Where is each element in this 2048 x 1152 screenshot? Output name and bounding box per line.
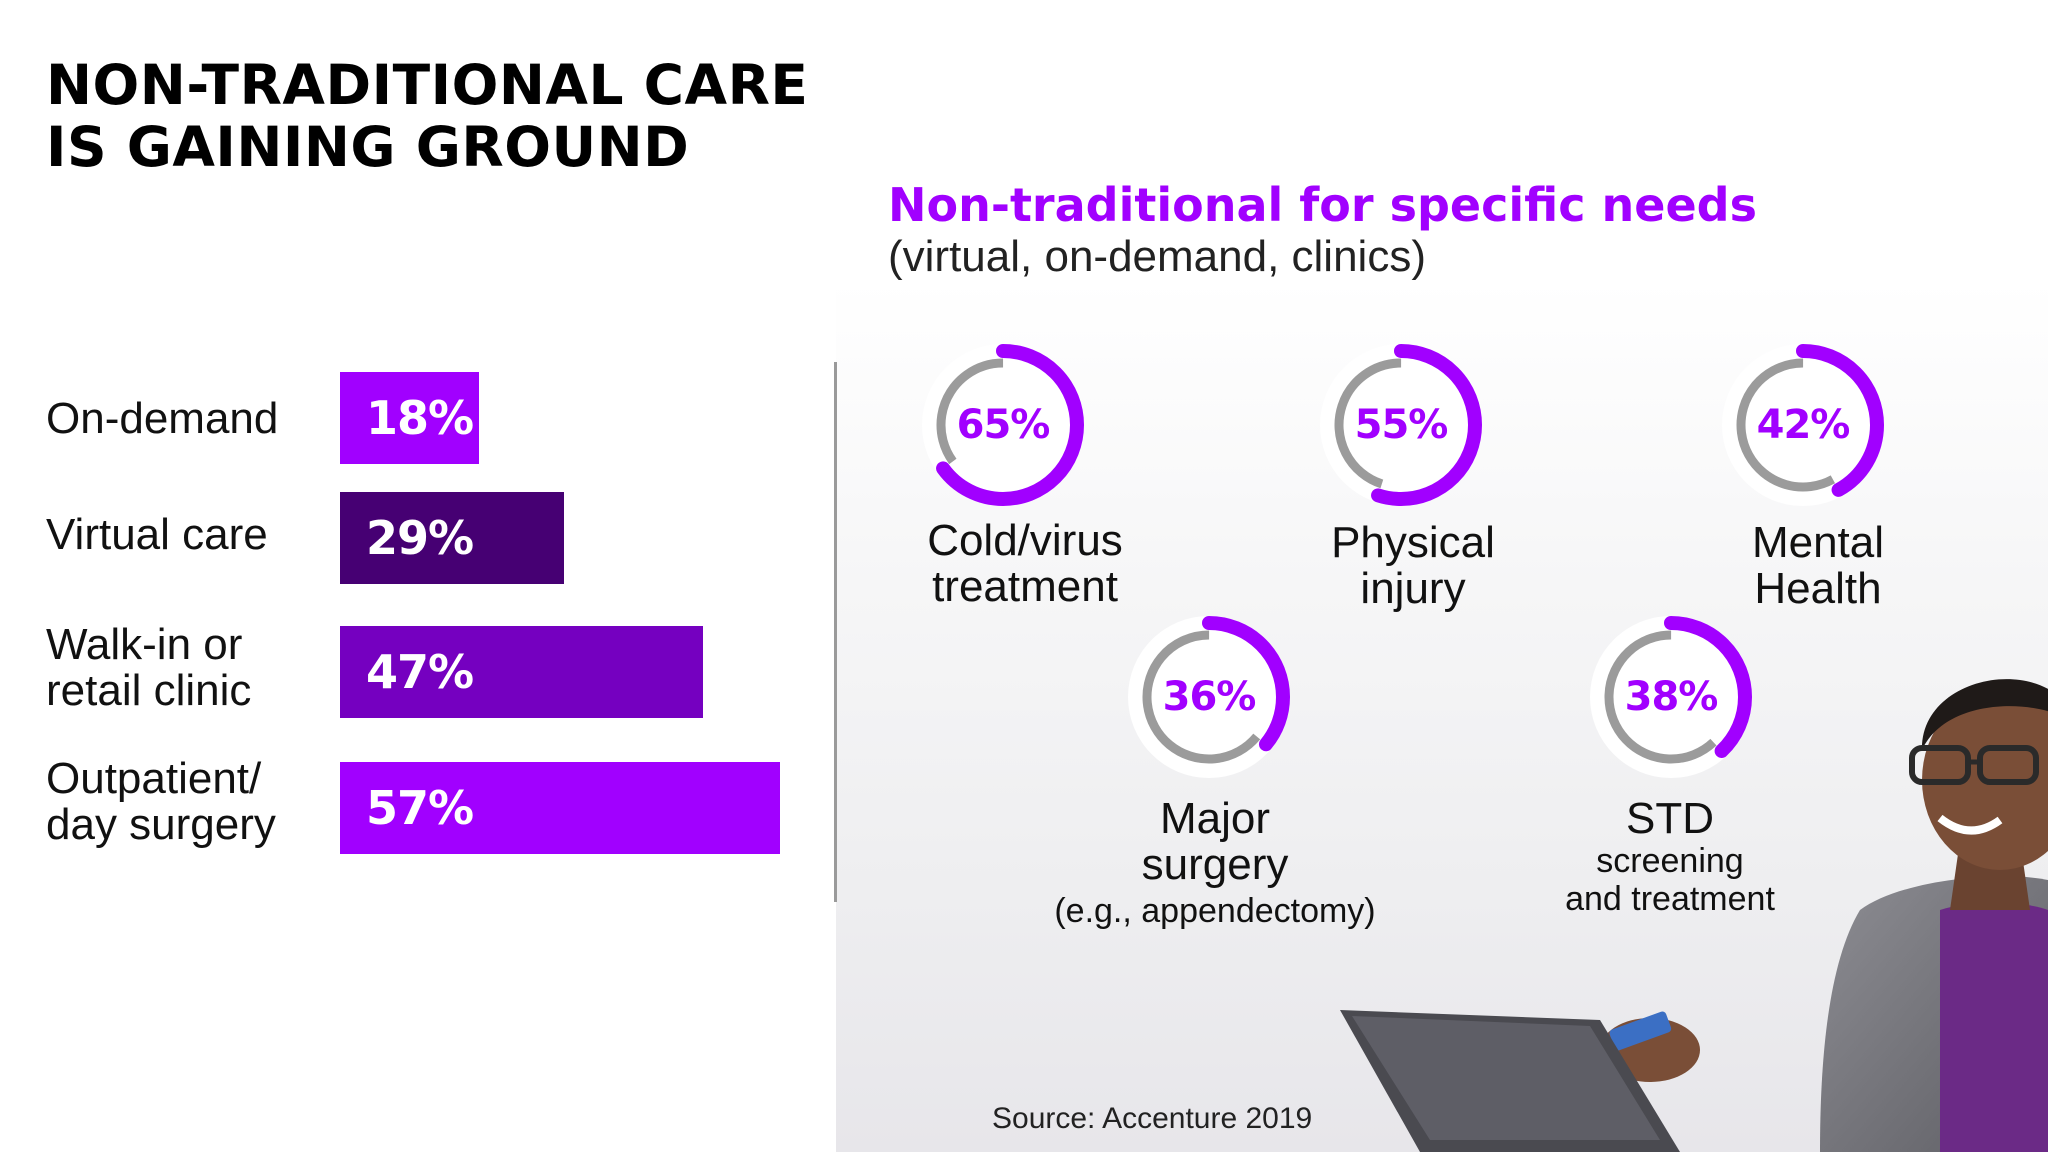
page-title-line-1: NON-TRADITIONAL CARE [46,53,809,117]
donut-ring [922,344,1084,506]
donut-value-arc [1590,616,1752,778]
donut-category-label-line: Physical [1331,518,1495,567]
bar-value-label: 29% [366,511,474,565]
donut-category-label: Physical injury [1213,520,1613,612]
donut-category-label-line: treatment [932,562,1118,611]
donut-remainder-arc [1604,630,1738,764]
bar-category-label: Virtual care [46,512,268,558]
divider [834,362,837,902]
donut-value-arc [1128,616,1290,778]
donut-category-note: (e.g., appendectomy) [1054,892,1376,930]
donut-background [922,344,1084,506]
bar-value-label: 47% [366,645,474,699]
donut-ring [1128,616,1290,778]
donut-category-label-line: Cold/virus [927,516,1123,565]
donut-value-label: 38% [1624,674,1719,720]
donut-background [1320,344,1482,506]
source-note: Source: Accenture 2019 [992,1102,1313,1135]
donut-ring [1320,344,1482,506]
bar-category-label-line: Virtual care [46,510,268,559]
donut-category-note-line: screening [1596,842,1744,880]
bar-category-label: Walk-in or retail clinic [46,622,251,714]
donut-section-title: Non-traditional for specific needs [888,178,1757,232]
donut: 42% [1718,340,1888,510]
donut-category-label-line: Mental [1751,518,1885,567]
donut-remainder-arc [1334,358,1468,492]
bar-category-label-line: day surgery [46,800,276,849]
donut-ring [1590,616,1752,778]
donut-background [1590,616,1752,778]
donut-value-label: 42% [1756,402,1851,448]
donut: 36% [1124,612,1294,782]
bar: 18% [340,372,479,464]
donut-remainder-arc [936,358,1070,492]
bar-value-label: 18% [366,391,474,445]
donut: 55% [1316,340,1486,510]
donut-value-arc [1320,344,1482,506]
bar-value-label: 57% [366,781,474,835]
bar-category-label: On-demand [46,396,278,442]
donut: 65% [918,340,1088,510]
donut-category-label: Mental Health [1618,520,2018,612]
donut-background [1128,616,1290,778]
donut-value-arc [1722,344,1884,506]
donut-category-label-line: Health [1754,564,1882,613]
donut-section-subtitle: (virtual, on-demand, clinics) [888,232,1426,281]
bar: 57% [340,762,780,854]
bar-category-label-line: Outpatient/ [46,754,262,803]
person-with-laptop-photo [1340,679,2048,1152]
page-title-line-2: IS GAINING GROUND [46,115,690,179]
donut-value-arc [922,344,1084,506]
bar-category-label-line: retail clinic [46,666,252,715]
donut-category-note-line: and treatment [1565,880,1775,918]
bar-category-label-line: On-demand [46,394,279,443]
donut-ring [1722,344,1884,506]
donut-value-label: 65% [956,402,1051,448]
donut-category-label: Cold/virus treatment [825,518,1225,610]
donut-value-label: 36% [1162,674,1257,720]
donut-category-label-line: STD [1626,794,1714,843]
donut-value-label: 55% [1354,402,1449,448]
bar-category-label-line: Walk-in or [46,620,243,669]
bar: 29% [340,492,564,584]
donut: 38% [1586,612,1756,782]
donut-background [1722,344,1884,506]
page-title: NON-TRADITIONAL CARE IS GAINING GROUND [46,54,809,178]
bar: 47% [340,626,703,718]
donut-category-label-line: Major [1159,794,1271,843]
donut-category-label: Major surgery (e.g., appendectomy) [1015,794,1415,931]
bar-category-label: Outpatient/day surgery [46,756,276,848]
donut-category-label: STD screening and treatment [1470,794,1870,919]
donut-category-label-line: surgery [1141,840,1289,889]
donut-category-label-line: injury [1360,564,1466,613]
